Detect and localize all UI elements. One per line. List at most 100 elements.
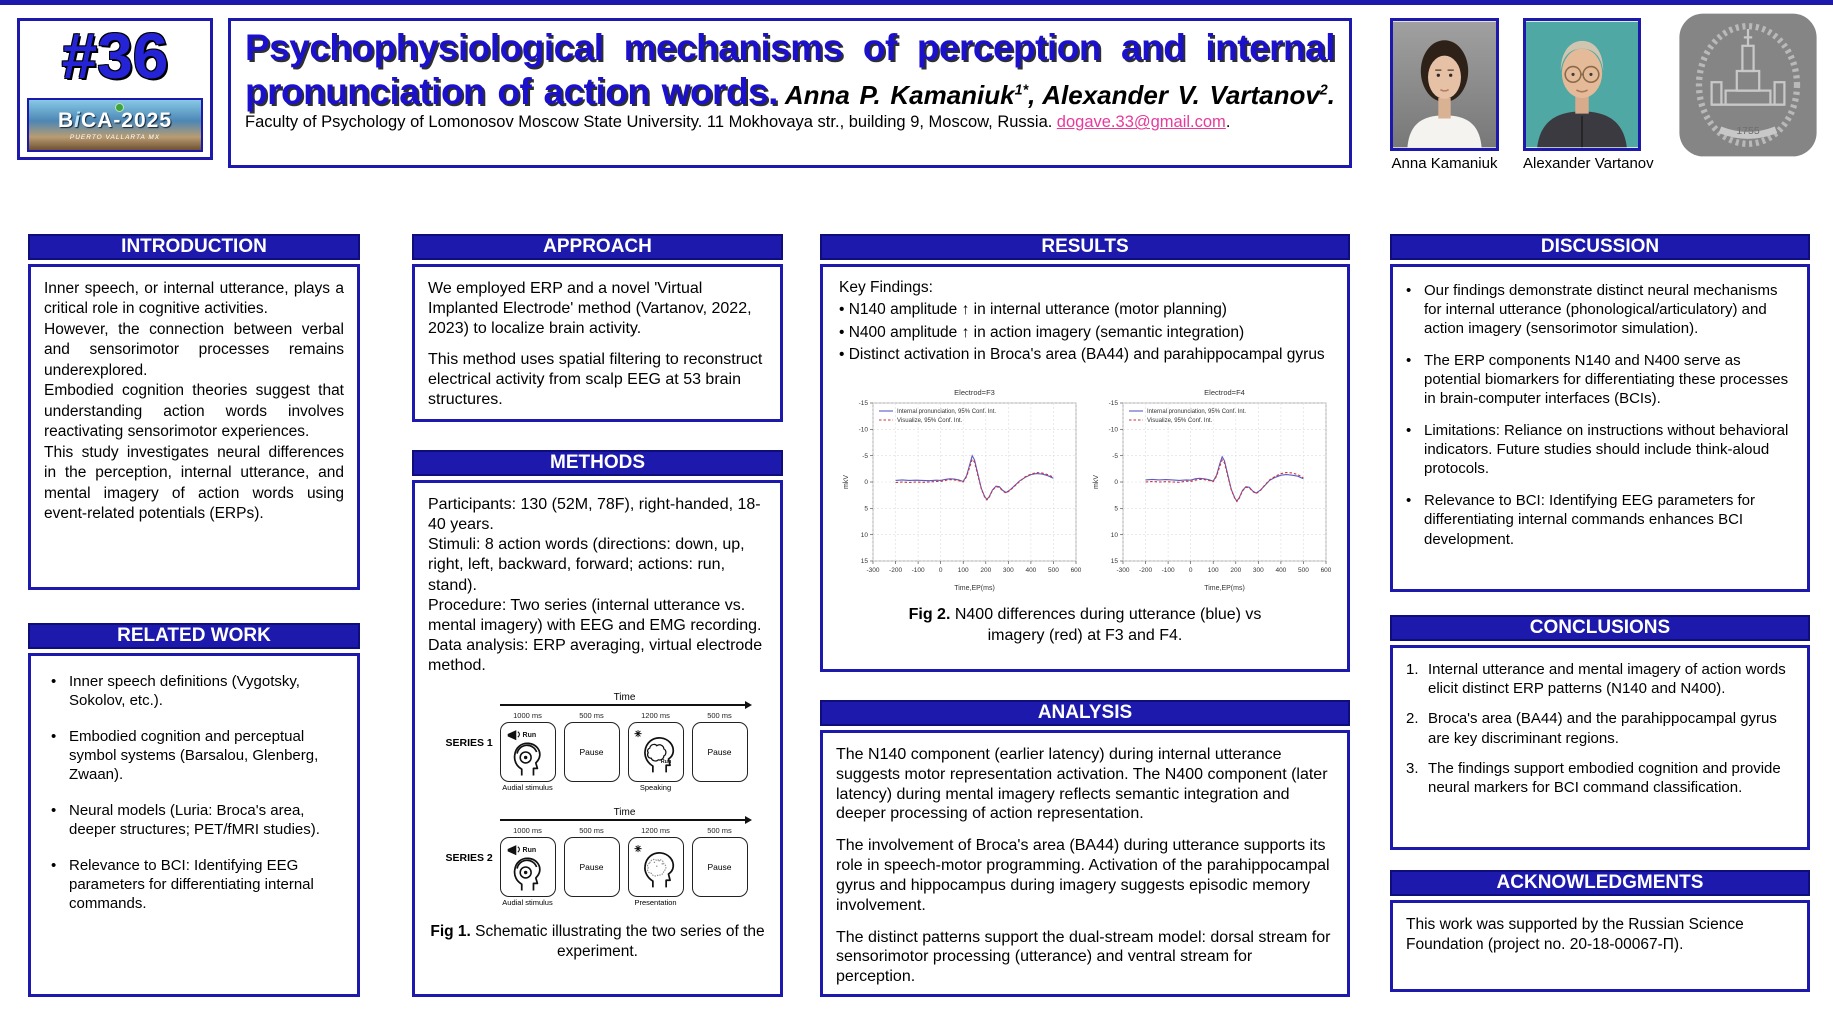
step-presentation: 1200 ms — [627, 824, 684, 908]
methods-section: Participants: 130 (52M, 78F), right-hand… — [412, 480, 783, 997]
svg-text:400: 400 — [1025, 567, 1036, 574]
photo-figure-alexander: Alexander Vartanov — [1523, 18, 1654, 172]
svg-text:200: 200 — [980, 567, 991, 574]
column-2: APPROACH We employed ERP and a novel 'Vi… — [412, 234, 783, 997]
university-logo: 1755 — [1679, 13, 1817, 157]
megaphone-headphones-head-icon: Run — [507, 730, 541, 776]
author-2: Alexander V. Vartanov2. — [1042, 79, 1335, 110]
svg-text:-5: -5 — [1112, 453, 1118, 460]
svg-text:0: 0 — [939, 567, 943, 574]
approach-paragraph: This method uses spatial filtering to re… — [428, 351, 763, 409]
svg-text:5: 5 — [1114, 505, 1118, 512]
key-finding-bullet: N400 amplitude ↑ in action imagery (sema… — [839, 322, 1331, 344]
step-pause: 500 ms Pause — [691, 824, 748, 908]
conclusions-section: Internal utterance and mental imagery of… — [1390, 645, 1810, 850]
poster-title: Psychophysiological mechanisms of percep… — [245, 27, 1336, 112]
svg-text:500: 500 — [1298, 567, 1309, 574]
conclusions-header: CONCLUSIONS — [1390, 615, 1810, 641]
key-finding-bullet: N140 amplitude ↑ in internal utterance (… — [839, 299, 1331, 321]
analysis-paragraph: The distinct patterns support the dual-s… — [836, 928, 1331, 986]
svg-text:mkV: mkV — [1093, 475, 1100, 489]
step-audial-stimulus: 1000 ms Run — [499, 709, 556, 793]
discussion-bullet: The ERP components N140 and N400 serve a… — [1406, 351, 1794, 408]
related-work-bullet: Relevance to BCI: Identifying EEG parame… — [51, 856, 344, 913]
time-arrow — [499, 816, 752, 825]
discussion-section: Our findings demonstrate distinct neural… — [1390, 264, 1810, 592]
svg-text:0: 0 — [1114, 479, 1118, 486]
svg-text:10: 10 — [861, 532, 869, 539]
introduction-paragraph: Embodied cognition theories suggest that… — [44, 382, 344, 441]
svg-text:-5: -5 — [862, 453, 868, 460]
poster-number: #36 — [61, 20, 169, 92]
svg-text:10: 10 — [1111, 532, 1119, 539]
affiliation: Faculty of Psychology of Lomonosov Mosco… — [245, 113, 1053, 132]
introduction-section: Inner speech, or internal utterance, pla… — [28, 264, 360, 590]
analysis-paragraph: The involvement of Broca's area (BA44) d… — [836, 837, 1330, 914]
acknowledgments-section: This work was supported by the Russian S… — [1390, 900, 1810, 992]
svg-text:Time,EP(ms): Time,EP(ms) — [1204, 585, 1245, 592]
svg-text:mkV: mkV — [843, 475, 850, 489]
results-header: RESULTS — [820, 234, 1350, 260]
key-findings: Key Findings: N140 amplitude ↑ in intern… — [839, 277, 1331, 367]
methods-text: Participants: 130 (52M, 78F), right-hand… — [428, 496, 763, 675]
figure1-schematic: SERIES 1 Time 1000 ms — [445, 692, 752, 908]
svg-text:Internal pronunciation, 95% Co: Internal pronunciation, 95% Conf. Int. — [1147, 409, 1246, 415]
column-1: INTRODUCTION Inner speech, or internal u… — [28, 234, 360, 997]
erp-chart-f3: -300 -200 -100 0 100 200 300 400 500 600 -15 -10 -5 0… — [843, 388, 1081, 592]
discussion-header: DISCUSSION — [1390, 234, 1810, 260]
bica-conference-logo: BiCA-2025 PUERTO VALLARTA MX — [27, 98, 203, 152]
key-findings-label: Key Findings: — [839, 279, 933, 296]
svg-text:600: 600 — [1321, 567, 1331, 574]
university-founded-year: 1755 — [1736, 125, 1760, 137]
poster-number-badge: #36 BiCA-2025 PUERTO VALLARTA MX — [17, 18, 213, 160]
conclusion-item: Broca's area (BA44) and the parahippocam… — [1428, 710, 1777, 747]
svg-text:-100: -100 — [912, 567, 925, 574]
conference-name: BiCA-2025 — [57, 109, 173, 132]
series1-label: SERIES 1 — [445, 736, 493, 749]
related-work-bullet: Inner speech definitions (Vygotsky, Soko… — [51, 672, 344, 710]
photo-figure-anna: Anna Kamaniuk — [1390, 18, 1499, 172]
svg-text:Electrod=F4: Electrod=F4 — [1204, 388, 1245, 397]
svg-text:15: 15 — [861, 558, 869, 565]
step-pause: 500 ms Pause — [563, 824, 620, 908]
approach-section: We employed ERP and a novel 'Virtual Imp… — [412, 264, 783, 422]
svg-text:-300: -300 — [1116, 567, 1129, 574]
approach-header: APPROACH — [412, 234, 783, 260]
time-arrow — [499, 701, 752, 710]
svg-text:-10: -10 — [859, 426, 869, 433]
figure1-series-2: SERIES 2 Time 1000 ms — [446, 807, 752, 908]
svg-text:Visualize, 95% Conf. Int.: Visualize, 95% Conf. Int. — [1147, 418, 1213, 424]
svg-text:400: 400 — [1275, 567, 1286, 574]
svg-text:5: 5 — [864, 505, 868, 512]
svg-text:15: 15 — [1111, 558, 1119, 565]
svg-text:-15: -15 — [1109, 400, 1119, 407]
step-audial-stimulus: 1000 ms Run — [499, 824, 556, 908]
step-pause: 500 ms Pause — [691, 709, 748, 793]
photo-caption-anna: Anna Kamaniuk — [1391, 155, 1498, 172]
methods-header: METHODS — [412, 450, 783, 476]
svg-text:-15: -15 — [859, 400, 869, 407]
svg-text:Run: Run — [522, 733, 536, 740]
head-brain-imagery-icon — [634, 845, 674, 888]
conference-emblem-icon — [115, 103, 124, 112]
discussion-bullet: Relevance to BCI: Identifying EEG parame… — [1406, 491, 1794, 548]
top-border-strip — [0, 0, 1833, 5]
svg-text:500: 500 — [1048, 567, 1059, 574]
svg-text:0: 0 — [1189, 567, 1193, 574]
introduction-paragraph: However, the connection between verbal a… — [44, 320, 344, 379]
introduction-header: INTRODUCTION — [28, 234, 360, 260]
related-work-header: RELATED WORK — [28, 623, 360, 649]
svg-text:Visualize, 95% Conf. Int.: Visualize, 95% Conf. Int. — [897, 418, 963, 424]
conclusion-item: Internal utterance and mental imagery of… — [1428, 661, 1786, 698]
key-finding-bullet: Distinct activation in Broca's area (BA4… — [839, 344, 1331, 366]
step-pause: 500 ms Pause — [563, 709, 620, 793]
svg-text:600: 600 — [1071, 567, 1081, 574]
erp-chart-f4: -300 -200 -100 0 100 200 300 400 500 600 -15 -10 -5 0… — [1093, 388, 1331, 592]
svg-text:200: 200 — [1230, 567, 1241, 574]
discussion-bullet: Our findings demonstrate distinct neural… — [1406, 281, 1794, 338]
svg-text:Run: Run — [660, 759, 671, 765]
email-link[interactable]: dogave.33@gmail.com — [1056, 113, 1226, 132]
figure2-erp-charts: -300 -200 -100 0 100 200 300 400 500 600 -15 -10 -5 0… — [839, 381, 1331, 593]
figure1-caption: Fig 1. Schematic illustrating the two se… — [430, 923, 765, 960]
